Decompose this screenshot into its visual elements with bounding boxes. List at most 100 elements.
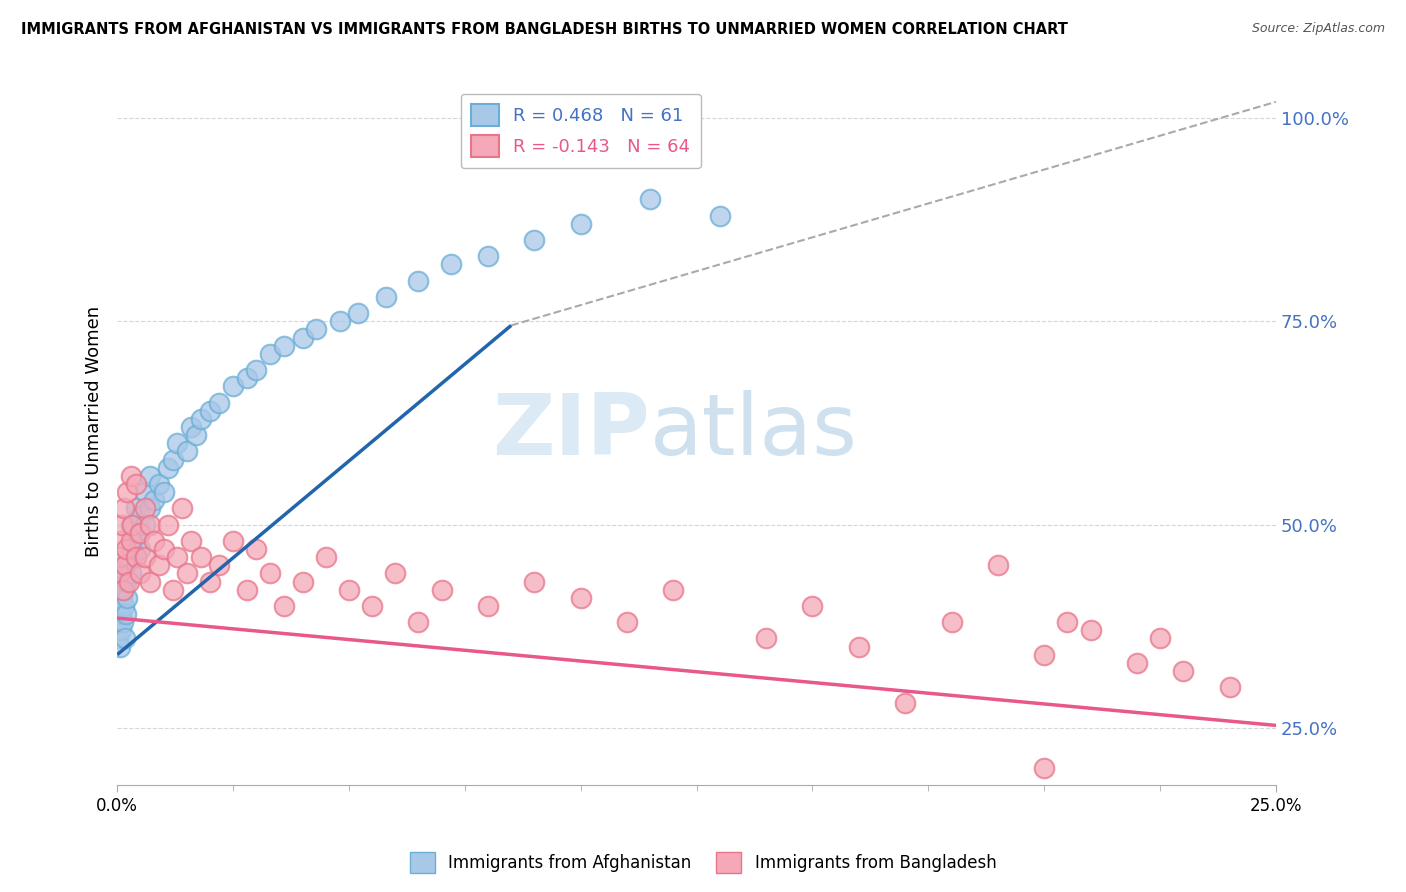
Point <box>477 249 499 263</box>
Y-axis label: Births to Unmarried Women: Births to Unmarried Women <box>86 306 103 557</box>
Point <box>259 566 281 581</box>
Point <box>941 615 963 629</box>
Point <box>143 493 166 508</box>
Point <box>755 632 778 646</box>
Point <box>110 607 132 621</box>
Point <box>111 517 134 532</box>
Point <box>118 550 141 565</box>
Point <box>115 574 138 589</box>
Point <box>117 485 139 500</box>
Point <box>408 615 430 629</box>
Point <box>375 290 398 304</box>
Point <box>148 477 170 491</box>
Point <box>134 517 156 532</box>
Point <box>112 501 135 516</box>
Point <box>894 697 917 711</box>
Text: atlas: atlas <box>650 390 858 473</box>
Point <box>125 501 148 516</box>
Point <box>180 533 202 548</box>
Text: ZIP: ZIP <box>492 390 650 473</box>
Point <box>108 599 131 613</box>
Point <box>120 566 142 581</box>
Point <box>347 306 370 320</box>
Point <box>125 550 148 565</box>
Point <box>222 379 245 393</box>
Point <box>107 566 129 581</box>
Point <box>121 517 143 532</box>
Point <box>848 640 870 654</box>
Legend: R = 0.468   N = 61, R = -0.143   N = 64: R = 0.468 N = 61, R = -0.143 N = 64 <box>461 94 700 169</box>
Point <box>273 339 295 353</box>
Point <box>129 541 152 556</box>
Point <box>198 574 221 589</box>
Point <box>198 404 221 418</box>
Point <box>143 533 166 548</box>
Point <box>259 347 281 361</box>
Point <box>315 550 337 565</box>
Point <box>329 314 352 328</box>
Point <box>1033 648 1056 662</box>
Point <box>111 591 134 605</box>
Point <box>120 517 142 532</box>
Point <box>208 558 231 573</box>
Point <box>111 582 134 597</box>
Point <box>157 517 180 532</box>
Point <box>361 599 384 613</box>
Point <box>112 599 135 613</box>
Point <box>384 566 406 581</box>
Point <box>987 558 1010 573</box>
Point <box>138 468 160 483</box>
Point <box>190 550 212 565</box>
Point <box>291 574 314 589</box>
Point <box>1080 624 1102 638</box>
Point <box>1173 664 1195 678</box>
Point <box>118 574 141 589</box>
Point <box>152 485 174 500</box>
Point <box>114 558 136 573</box>
Point <box>108 640 131 654</box>
Point <box>162 452 184 467</box>
Point <box>638 193 661 207</box>
Point <box>162 582 184 597</box>
Point <box>112 566 135 581</box>
Point <box>291 330 314 344</box>
Point <box>208 395 231 409</box>
Point <box>125 550 148 565</box>
Point <box>569 591 592 605</box>
Point <box>1149 632 1171 646</box>
Point <box>129 525 152 540</box>
Legend: Immigrants from Afghanistan, Immigrants from Bangladesh: Immigrants from Afghanistan, Immigrants … <box>404 846 1002 880</box>
Point <box>120 468 142 483</box>
Point <box>709 209 731 223</box>
Point <box>176 566 198 581</box>
Point <box>569 217 592 231</box>
Point <box>337 582 360 597</box>
Point <box>245 363 267 377</box>
Text: IMMIGRANTS FROM AFGHANISTAN VS IMMIGRANTS FROM BANGLADESH BIRTHS TO UNMARRIED WO: IMMIGRANTS FROM AFGHANISTAN VS IMMIGRANT… <box>21 22 1069 37</box>
Point <box>120 533 142 548</box>
Point <box>176 444 198 458</box>
Point <box>129 566 152 581</box>
Point <box>111 615 134 629</box>
Point <box>523 574 546 589</box>
Point <box>121 541 143 556</box>
Point <box>138 517 160 532</box>
Point <box>190 412 212 426</box>
Point <box>107 582 129 597</box>
Point <box>180 420 202 434</box>
Point <box>1126 656 1149 670</box>
Point <box>157 460 180 475</box>
Point <box>440 257 463 271</box>
Point <box>166 550 188 565</box>
Point <box>108 615 131 629</box>
Point <box>114 632 136 646</box>
Point <box>107 632 129 646</box>
Point <box>430 582 453 597</box>
Point <box>273 599 295 613</box>
Point <box>662 582 685 597</box>
Point <box>148 558 170 573</box>
Point <box>114 607 136 621</box>
Point <box>110 574 132 589</box>
Point <box>138 574 160 589</box>
Point <box>1056 615 1078 629</box>
